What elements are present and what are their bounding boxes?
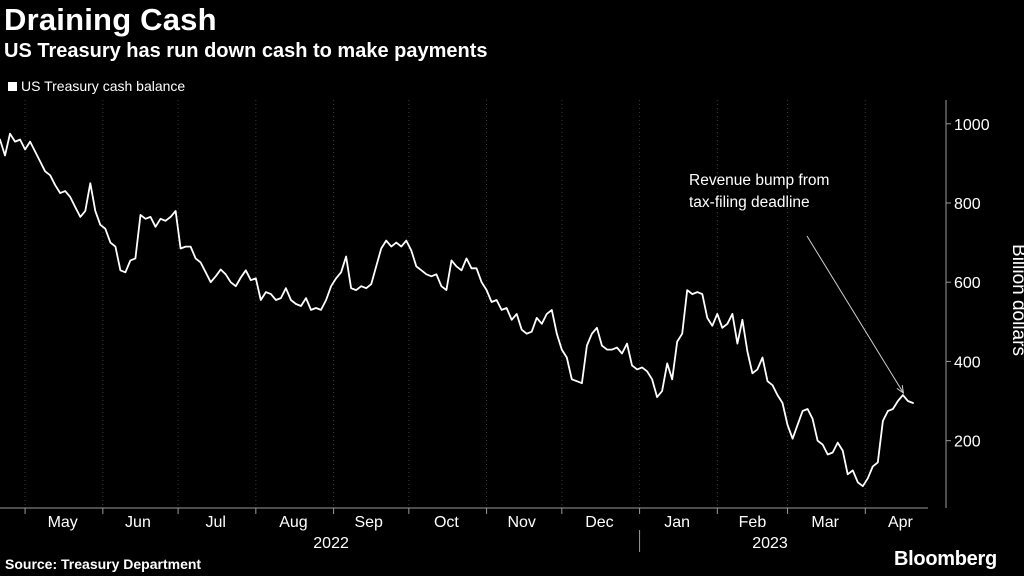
annotation-arrow <box>806 235 904 394</box>
y-axis-title: Billion dollars <box>1008 244 1024 356</box>
legend-label: US Treasury cash balance <box>21 78 186 94</box>
bloomberg-logo: Bloomberg <box>894 548 997 570</box>
x-tick-label: Mar <box>811 514 839 531</box>
x-tick-label: Apr <box>888 514 914 531</box>
x-tick-label: Jul <box>205 514 225 531</box>
x-tick-label: Nov <box>507 514 535 531</box>
y-tick-label: 600 <box>954 275 981 292</box>
legend: US Treasury cash balance <box>8 78 185 94</box>
chart-subtitle: US Treasury has run down cash to make pa… <box>4 40 488 62</box>
annotation-text: Revenue bump from <box>689 172 829 189</box>
y-tick-label: 400 <box>954 354 981 371</box>
x-tick-label: Dec <box>585 514 613 531</box>
legend-swatch <box>8 81 17 91</box>
x-tick-label: Jan <box>664 514 690 531</box>
y-tick-label: 800 <box>954 196 981 213</box>
x-tick-label: Sep <box>354 514 383 531</box>
x-tick-label: Oct <box>434 514 459 531</box>
x-tick-label: May <box>48 514 78 531</box>
y-tick-label: 200 <box>954 434 981 451</box>
chart-title: Draining Cash <box>4 2 217 37</box>
x-tick-label: Jun <box>125 514 151 531</box>
year-label: 2023 <box>752 535 788 552</box>
series-line-us-treasury-cash-balance <box>0 132 914 488</box>
x-tick-label: Aug <box>279 514 307 531</box>
year-label: 2022 <box>313 535 349 552</box>
y-tick-label: 1000 <box>954 117 990 134</box>
source-note: Source: Treasury Department <box>5 556 202 572</box>
annotation-arrowhead <box>896 385 905 395</box>
x-tick-label: Feb <box>739 514 767 531</box>
annotation-text: tax-filing deadline <box>689 194 810 211</box>
